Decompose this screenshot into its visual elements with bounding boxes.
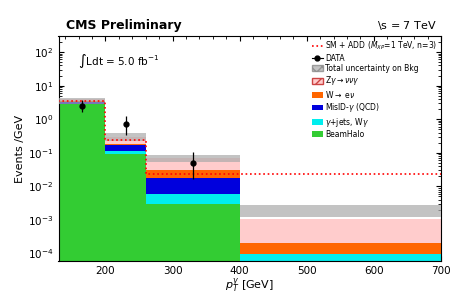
Bar: [58, 102, 105, 104]
Bar: [105, 145, 146, 151]
Legend: SM + ADD ($M_{XP}$=1 TeV, n=3), DATA, Total uncertainty on Bkg, Z$\gamma\rightar: SM + ADD ($M_{XP}$=1 TeV, n=3), DATA, To…: [310, 38, 439, 140]
Bar: [105, 133, 146, 141]
Y-axis label: Events /GeV: Events /GeV: [15, 114, 25, 183]
Bar: [58, 103, 105, 104]
Bar: [58, 100, 105, 102]
Bar: [240, 254, 441, 300]
Bar: [105, 154, 146, 300]
X-axis label: $p_T^{\gamma}$ [GeV]: $p_T^{\gamma}$ [GeV]: [225, 277, 274, 296]
Bar: [240, 219, 441, 243]
Bar: [146, 170, 240, 178]
Text: $\backslash$s = 7 TeV: $\backslash$s = 7 TeV: [378, 19, 437, 32]
Bar: [105, 144, 146, 145]
Bar: [58, 98, 105, 104]
Bar: [146, 155, 240, 161]
Text: $\int$Ldt = 5.0 fb$^{-1}$: $\int$Ldt = 5.0 fb$^{-1}$: [77, 52, 159, 70]
Bar: [146, 158, 240, 170]
Bar: [58, 104, 105, 300]
Bar: [146, 194, 240, 204]
Bar: [146, 204, 240, 300]
Bar: [240, 243, 441, 254]
Bar: [105, 137, 146, 144]
Bar: [240, 205, 441, 217]
Text: CMS Preliminary: CMS Preliminary: [66, 19, 182, 32]
Bar: [105, 151, 146, 154]
Bar: [58, 99, 105, 100]
Bar: [146, 178, 240, 194]
